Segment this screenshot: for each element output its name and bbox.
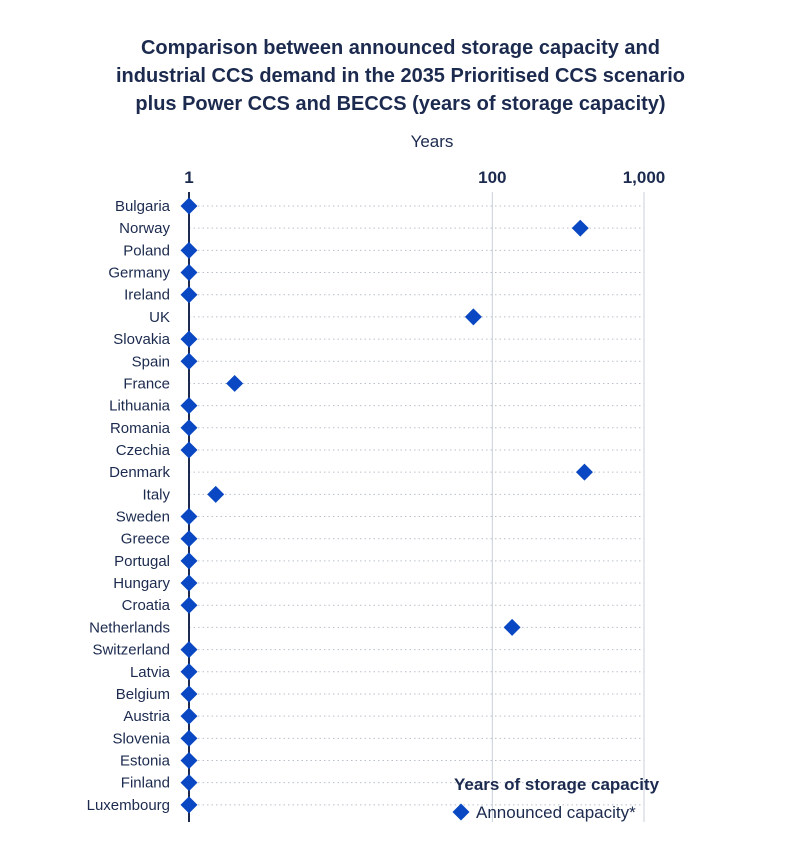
data-point-austria — [180, 707, 198, 725]
grid-layer — [491, 192, 645, 822]
category-label: France — [123, 375, 170, 392]
data-point-hungary — [180, 574, 198, 592]
category-label: Portugal — [114, 553, 170, 570]
category-label: Romania — [110, 420, 171, 437]
category-label: Lithuania — [109, 398, 171, 415]
category-label: Spain — [132, 353, 170, 370]
category-label: Poland — [123, 242, 170, 259]
category-label: Switzerland — [92, 642, 170, 659]
data-point-spain — [180, 352, 198, 370]
chart-title-line-3: plus Power CCS and BECCS (years of stora… — [135, 93, 666, 115]
legend: Years of storage capacity Announced capa… — [452, 775, 660, 822]
category-label: Estonia — [120, 753, 171, 770]
x-tick-label: 100 — [478, 168, 506, 187]
category-label: Belgium — [116, 686, 170, 703]
data-point-italy — [207, 485, 225, 503]
category-label: Croatia — [122, 597, 171, 614]
category-label: Netherlands — [89, 619, 170, 636]
data-point-lithuania — [180, 397, 198, 415]
data-point-uk — [464, 308, 482, 326]
data-point-finland — [180, 774, 198, 792]
category-label: Bulgaria — [115, 198, 171, 215]
data-point-estonia — [180, 752, 198, 769]
data-point-slovakia — [180, 330, 198, 348]
category-label: Slovakia — [113, 331, 170, 348]
legend-title: Years of storage capacity — [454, 775, 660, 794]
data-point-slovenia — [180, 729, 198, 747]
data-point-belgium — [180, 685, 198, 703]
data-markers — [180, 197, 593, 814]
legend-label: Announced capacity* — [476, 803, 636, 822]
data-point-france — [226, 374, 244, 392]
category-label: Denmark — [109, 464, 170, 481]
category-label: Austria — [123, 708, 170, 725]
data-point-sweden — [180, 508, 198, 526]
data-point-denmark — [575, 463, 593, 481]
data-point-portugal — [180, 552, 198, 570]
category-label: Czechia — [116, 442, 171, 459]
data-point-romania — [180, 419, 198, 437]
x-tick-label: 1,000 — [623, 168, 666, 187]
category-label: Slovenia — [112, 730, 170, 747]
category-label: Luxembourg — [87, 797, 170, 814]
data-point-bulgaria — [180, 197, 198, 215]
data-point-poland — [180, 241, 198, 259]
category-rows: Bulgaria Norway Poland Germany Ireland UK Slov… — [87, 198, 644, 814]
data-point-ireland — [180, 286, 198, 304]
category-label: Germany — [108, 265, 170, 282]
chart-title-line-1: Comparison between announced storage cap… — [140, 37, 660, 59]
data-point-czechia — [180, 441, 198, 459]
data-point-latvia — [180, 663, 198, 681]
category-label: UK — [149, 309, 170, 326]
x-tick-label: 1 — [184, 168, 193, 187]
category-label: Italy — [142, 486, 170, 503]
data-point-croatia — [180, 596, 198, 614]
data-point-switzerland — [180, 641, 198, 659]
chart-title-line-2: industrial CCS demand in the 2035 Priori… — [115, 65, 686, 87]
category-label: Norway — [119, 220, 170, 237]
category-label: Ireland — [124, 287, 170, 304]
data-point-netherlands — [503, 618, 521, 636]
category-label: Finland — [121, 775, 170, 792]
data-point-luxembourg — [180, 796, 198, 814]
data-point-norway — [571, 219, 589, 237]
category-label: Sweden — [116, 509, 170, 526]
category-label: Latvia — [130, 664, 171, 681]
data-point-germany — [180, 264, 198, 282]
category-label: Greece — [121, 531, 170, 548]
chart-title: Comparison between announced storage cap… — [0, 34, 801, 118]
x-tick-labels: 1 100 1,000 — [184, 168, 665, 187]
x-axis-title: Years — [411, 132, 454, 151]
category-label: Hungary — [113, 575, 170, 592]
data-point-greece — [180, 530, 198, 548]
legend-marker — [452, 803, 470, 821]
